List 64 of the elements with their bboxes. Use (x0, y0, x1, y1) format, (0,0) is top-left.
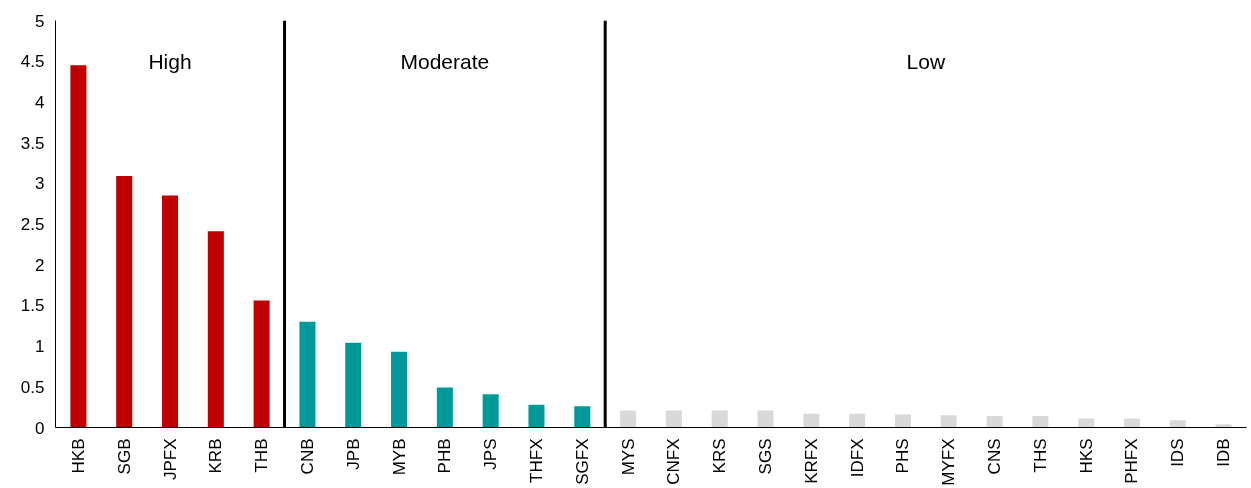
x-tick-label: IDFX (847, 438, 867, 478)
y-tick-label: 3 (35, 174, 45, 194)
bar (986, 416, 1003, 428)
x-tick-label: PHFX (1122, 438, 1142, 484)
x-tick-label: HKB (68, 438, 88, 474)
y-tick-label: 2 (35, 255, 45, 275)
bar (894, 414, 911, 428)
x-tick-label: CNB (297, 438, 317, 475)
x-tick-label: THFX (526, 438, 546, 483)
annotation: Moderate (400, 49, 490, 73)
y-tick-label: 5 (35, 11, 45, 31)
x-tick-label: KRS (710, 438, 730, 474)
x-tick-label: JPFX (160, 438, 180, 481)
x-tick-label: SGB (114, 438, 134, 475)
bar (711, 410, 728, 428)
bar (1215, 424, 1232, 428)
x-tick-label: MYB (389, 438, 409, 476)
bar (574, 406, 591, 428)
x-tick-label: THS (1030, 438, 1050, 473)
x-tick-label: SGS (756, 438, 776, 475)
bar (1032, 416, 1049, 428)
bar (1169, 420, 1186, 428)
y-tick-label: 3.5 (20, 133, 45, 153)
bar (757, 410, 774, 428)
bar (528, 404, 545, 428)
annotation: Low (906, 49, 946, 73)
y-tick-label: 4 (35, 92, 45, 112)
bar (299, 321, 316, 428)
x-tick-label: THB (252, 438, 272, 473)
y-tick-label: 1 (35, 337, 45, 357)
y-tick-label: 1.5 (20, 296, 45, 316)
bar (116, 175, 133, 428)
bar (940, 415, 957, 428)
x-tick-label: MYFX (939, 438, 959, 486)
bar (482, 394, 499, 428)
bar (436, 387, 453, 428)
y-tick-label: 0 (35, 418, 45, 438)
x-tick-label: JPS (481, 438, 501, 470)
x-tick-label: HKS (1076, 438, 1096, 474)
x-tick-label: PHS (893, 438, 913, 474)
x-tick-label: PHB (435, 438, 455, 474)
x-tick-label: IDB (1214, 438, 1234, 467)
x-tick-label: KRB (206, 438, 226, 474)
bar (345, 342, 362, 428)
y-tick-label: 2.5 (20, 215, 45, 234)
y-tick-label: 4.5 (20, 52, 45, 72)
bar (253, 300, 270, 428)
annotation: High (148, 49, 192, 73)
x-tick-label: CNS (985, 438, 1005, 475)
x-tick-label: JPB (343, 438, 363, 470)
bar (620, 410, 637, 428)
bar (391, 351, 408, 428)
x-tick-label: KRFX (801, 438, 821, 484)
bar (207, 231, 224, 428)
y-tick-label: 0.5 (20, 377, 45, 397)
bar (665, 410, 682, 428)
bar (162, 195, 179, 428)
bar (70, 65, 87, 428)
bar (849, 413, 866, 428)
x-tick-label: MYS (618, 438, 638, 476)
x-tick-label: CNFX (664, 438, 684, 485)
bar (803, 413, 820, 428)
x-tick-label: SGFX (572, 438, 592, 485)
x-tick-label: IDS (1168, 438, 1188, 467)
